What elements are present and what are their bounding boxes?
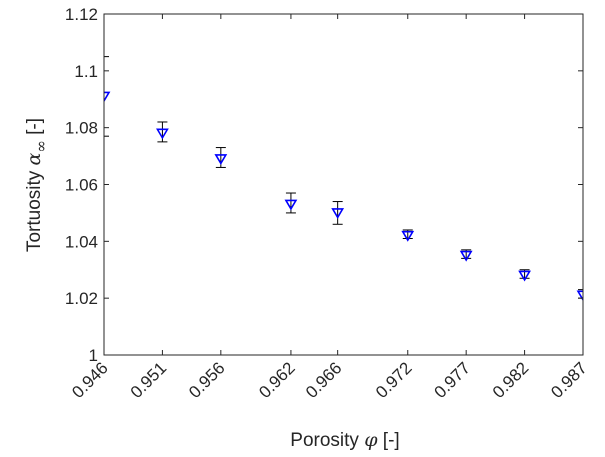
y-axis-label: Tortuosity α∞ [-] xyxy=(23,118,50,252)
x-tick-label: 0.956 xyxy=(185,358,229,402)
y-tick-label: 1 xyxy=(89,346,98,365)
x-tick-label: 0.987 xyxy=(547,358,591,402)
y-tick-labels: 1 1.02 1.04 1.06 1.08 1.1 1.12 xyxy=(65,5,98,365)
y-tick-label: 1.06 xyxy=(65,176,98,195)
axis-ticks xyxy=(104,14,583,355)
x-tick-label: 0.966 xyxy=(302,358,346,402)
x-tick-label: 0.977 xyxy=(430,358,474,402)
data-point xyxy=(333,202,343,225)
x-tick-label: 0.982 xyxy=(489,358,533,402)
data-point xyxy=(286,193,296,213)
y-tick-label: 1.08 xyxy=(65,119,98,138)
data-marks xyxy=(99,57,588,300)
data-point xyxy=(216,148,226,168)
data-point xyxy=(520,270,530,280)
y-tick-label: 1.04 xyxy=(65,232,98,251)
y-tick-label: 1.12 xyxy=(65,5,98,24)
y-tick-label: 1.02 xyxy=(65,289,98,308)
data-point xyxy=(157,122,167,142)
x-tick-label: 0.972 xyxy=(372,358,416,402)
y-tick-label: 1.1 xyxy=(74,62,98,81)
data-point xyxy=(461,250,471,260)
data-point xyxy=(403,230,413,240)
x-tick-label: 0.951 xyxy=(127,358,171,402)
x-axis-label: Porosity φ [-] xyxy=(290,429,399,451)
x-tick-labels: 0.946 0.951 0.956 0.962 0.966 0.972 0.977 0.982… xyxy=(68,358,591,402)
x-tick-label: 0.962 xyxy=(255,358,299,402)
plot-frame xyxy=(104,14,583,355)
